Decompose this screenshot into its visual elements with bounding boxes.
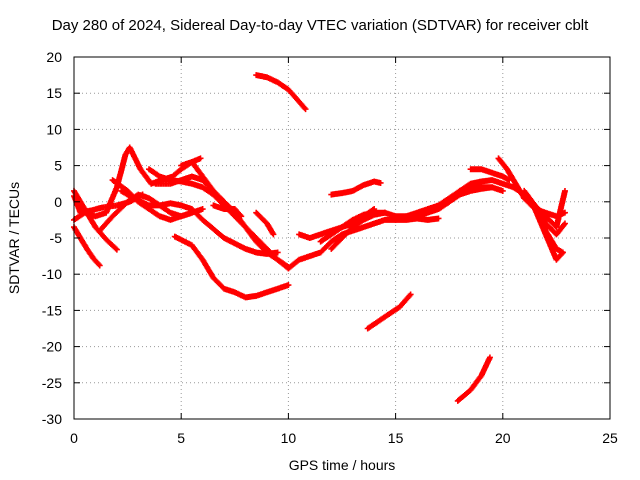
y-tick-label: -20 xyxy=(42,339,62,355)
series-arc-13 xyxy=(171,233,292,301)
data-series xyxy=(71,72,568,404)
series-markers xyxy=(171,233,292,301)
series-markers xyxy=(454,354,493,404)
series-arc-11 xyxy=(210,202,245,220)
series-arc-15 xyxy=(285,215,442,272)
series-markers xyxy=(210,202,245,220)
y-tick-label: -10 xyxy=(42,266,62,282)
x-axis-label: GPS time / hours xyxy=(288,457,396,473)
chart-title: Day 280 of 2024, Sidereal Day-to-day VTE… xyxy=(51,17,589,34)
x-tick-label: 25 xyxy=(602,430,618,446)
series-markers xyxy=(364,291,414,332)
series-arc-21 xyxy=(454,354,493,404)
series-markers xyxy=(532,206,568,220)
series-arc-19 xyxy=(328,178,384,198)
series-markers xyxy=(253,209,277,238)
y-tick-label: 15 xyxy=(46,85,62,101)
series-arc-7 xyxy=(118,187,281,257)
series-markers xyxy=(328,178,384,198)
series-markers xyxy=(253,72,309,113)
y-tick-label: 5 xyxy=(54,158,62,174)
series-markers xyxy=(285,215,442,272)
series-markers xyxy=(435,177,517,212)
y-tick-label: -15 xyxy=(42,302,62,318)
y-tick-label: 10 xyxy=(46,121,62,137)
series-arc-14 xyxy=(253,72,309,113)
x-tick-label: 20 xyxy=(495,430,511,446)
y-tick-label: 20 xyxy=(46,49,62,65)
y-tick-label: -5 xyxy=(50,230,63,246)
series-markers xyxy=(467,166,513,184)
x-tick-label: 5 xyxy=(177,430,185,446)
y-axis-label: SDTVAR / TECUs xyxy=(6,181,22,295)
series-markers xyxy=(118,187,281,257)
series-arc-20 xyxy=(364,291,414,332)
y-tick-label: -25 xyxy=(42,375,62,391)
x-tick-label: 10 xyxy=(281,430,297,446)
series-arc-30 xyxy=(532,206,568,220)
axis-ticks: 0 5 10 15 20 25 -30 -25 -20 -15 -10 -5 0 5 10 15 20 xyxy=(42,49,618,446)
x-tick-label: 0 xyxy=(70,430,78,446)
y-tick-label: -30 xyxy=(42,411,62,427)
series-arc-25 xyxy=(467,166,513,184)
series-arc-12 xyxy=(253,209,277,238)
series-arc-24 xyxy=(435,177,517,212)
series-markers xyxy=(328,209,410,252)
series-arc-18 xyxy=(328,209,410,252)
y-tick-label: 0 xyxy=(54,194,62,210)
x-tick-label: 15 xyxy=(388,430,404,446)
